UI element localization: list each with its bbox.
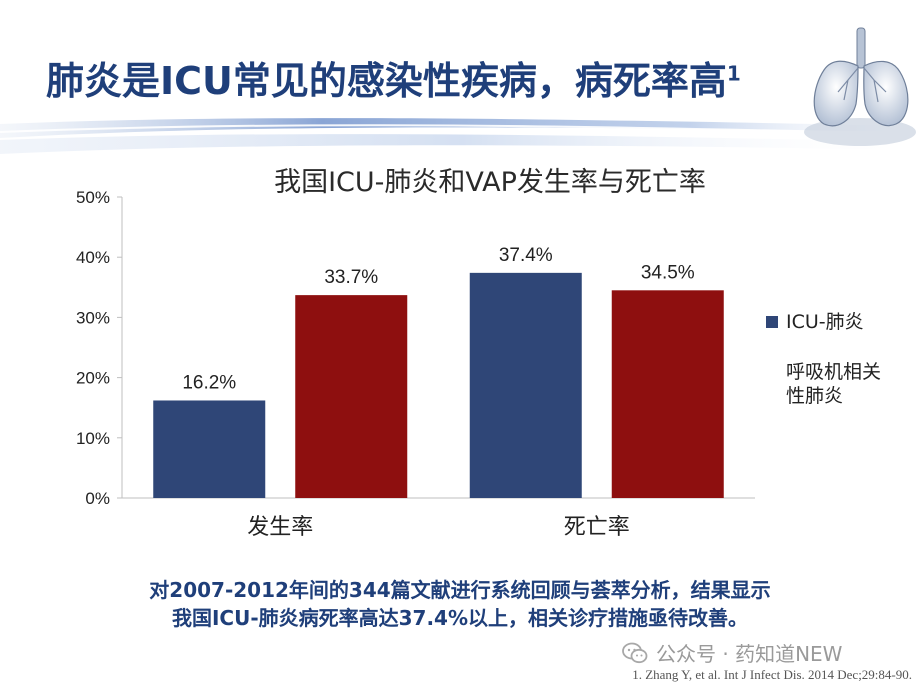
bar (611, 290, 724, 498)
x-tick-label: 死亡率 (564, 515, 630, 540)
legend-item-vap: 呼吸机相关 性肺炎 (766, 360, 881, 408)
y-tick-label: 20% (76, 369, 110, 388)
legend-label-icu-pneumonia: ICU-肺炎 (786, 311, 864, 333)
chart-title: 我国ICU-肺炎和VAP发生率与死亡率 (274, 167, 706, 198)
wechat-icon (622, 642, 648, 663)
y-tick-label: 10% (76, 429, 110, 448)
y-tick-label: 40% (76, 248, 110, 267)
legend-label-vap-line1: 呼吸机相关 (786, 361, 882, 383)
y-tick-label: 30% (76, 308, 110, 327)
bar (295, 295, 408, 498)
bar (469, 272, 582, 498)
header-swoosh (0, 118, 920, 154)
bar (153, 400, 266, 498)
citation: 1. Zhang Y, et al. Int J Infect Dis. 201… (632, 667, 912, 682)
x-tick-label: 发生率 (247, 515, 313, 540)
slide-title: 肺炎是ICU常见的感染性疾病，病死率高1 (46, 50, 741, 105)
lungs-image (804, 27, 916, 146)
summary-line-2: 我国ICU-肺炎病死率高达37.4%以上，相关诊疗措施亟待改善。 (171, 606, 749, 630)
watermark: 公众号 · 药知道NEW (622, 638, 842, 667)
watermark-text: 公众号 · 药知道NEW (656, 642, 843, 666)
y-tick-label: 50% (76, 188, 110, 207)
legend-item-icu-pneumonia: ICU-肺炎 (766, 310, 864, 334)
legend-label-vap-line2: 性肺炎 (786, 385, 844, 407)
data-label: 34.5% (641, 262, 695, 283)
data-label: 33.7% (324, 267, 378, 288)
title-text: 肺炎是ICU常见的感染性疾病，病死率高 (46, 59, 727, 103)
summary-line-1: 对2007-2012年间的344篇文献进行系统回顾与荟萃分析，结果显示 (149, 578, 771, 602)
legend-swatch-vap (766, 366, 778, 378)
data-label: 37.4% (499, 245, 553, 266)
legend-swatch-icu-pneumonia (766, 316, 778, 328)
title-superscript: 1 (726, 61, 741, 86)
data-label: 16.2% (182, 372, 236, 393)
y-tick-label: 0% (85, 489, 110, 508)
legend-label-vap: 呼吸机相关 性肺炎 (786, 360, 881, 408)
